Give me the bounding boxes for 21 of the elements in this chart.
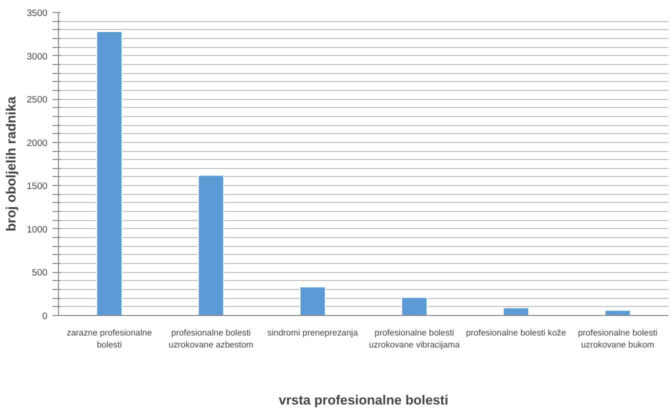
x-tick-label: zarazne profesionalne bolesti <box>66 328 152 350</box>
x-tick-label: profesionalne bolesti kože <box>466 328 566 338</box>
y-tick-label: 2500 <box>26 94 48 105</box>
y-tick-label: 1000 <box>26 224 48 234</box>
y-tick-label: 500 <box>32 268 48 278</box>
x-tick-label: sindromi preneprezanja <box>267 328 358 338</box>
bar <box>401 296 428 316</box>
x-axis-title: vrsta profesionalne bolesti <box>278 392 448 408</box>
x-tick-label: profesionalne bolesti uzrokovane vibracijama <box>368 328 460 350</box>
bar <box>198 174 224 316</box>
y-axis-title: broj oboljelih radnika <box>4 96 19 232</box>
y-tick-label: 3500 <box>26 8 48 18</box>
y-tick-label: 2000 <box>26 138 48 148</box>
bar <box>502 307 530 316</box>
bar <box>96 31 123 316</box>
x-tick-label: profesionalne bolesti uzrokovane bukom <box>578 328 658 350</box>
y-tick-label: 0 <box>42 311 48 321</box>
x-tick-label: profesionalne bolesti uzrokovane azbestom <box>168 328 254 350</box>
bar <box>299 286 326 316</box>
y-tick-label: 1500 <box>26 181 48 192</box>
y-tick-label: 3000 <box>26 51 48 62</box>
